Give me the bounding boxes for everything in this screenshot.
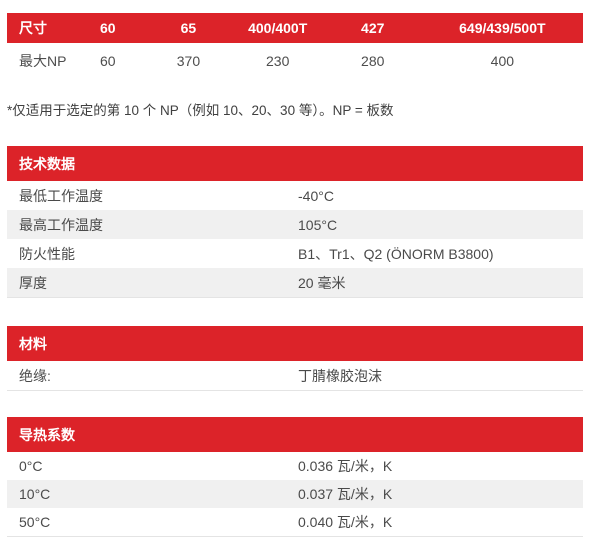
row-value: 丁腈橡胶泡沫 [298,367,382,384]
max-np-value-400: 230 [266,52,290,69]
row-value: -40°C [298,187,334,204]
row-label: 绝缘: [19,367,51,384]
section-header-thermal-conductivity: 导热系数 [7,417,583,452]
row-label: 最大NP [19,52,67,69]
spec-sheet: 尺寸 60 65 400/400T 427 649/439/500T 最大NP … [7,13,583,537]
kv-row-thickness: 厚度 20 毫米 [7,268,583,297]
thermal-conductivity-table: 0°C 0.036 瓦/米，K 10°C 0.037 瓦/米，K 50°C 0.… [7,452,583,537]
material-table: 绝缘: 丁腈橡胶泡沫 [7,361,583,391]
section-header-technical-data: 技术数据 [7,146,583,181]
size-table: 尺寸 60 65 400/400T 427 649/439/500T 最大NP … [7,13,583,78]
row-label: 厚度 [19,274,47,291]
size-table-header-size: 尺寸 [7,13,71,43]
kv-row-min-temp: 最低工作温度 -40°C [7,181,583,210]
row-value: 0.040 瓦/米，K [298,514,393,530]
size-table-row-max-np: 最大NP 60 370 230 280 400 [7,43,583,78]
size-table-header-row: 尺寸 60 65 400/400T 427 649/439/500T [7,13,583,43]
max-np-value-60: 60 [100,52,116,69]
row-value: B1、Tr1、Q2 (ÖNORM B3800) [298,245,494,262]
size-table-header-65: 65 [145,13,232,43]
technical-data-table: 最低工作温度 -40°C 最高工作温度 105°C 防火性能 B1、Tr1、Q2… [7,181,583,298]
row-label: 10°C [19,486,51,502]
row-label: 防火性能 [19,245,75,262]
size-table-header-60: 60 [70,13,146,43]
max-np-value-427: 280 [361,52,385,69]
kv-row-0c: 0°C 0.036 瓦/米，K [7,452,583,480]
row-label: 50°C [19,514,51,530]
size-table-header-649: 649/439/500T [421,13,583,43]
max-np-value-65: 370 [176,52,201,69]
kv-row-max-temp: 最高工作温度 105°C [7,210,583,239]
row-label: 最低工作温度 [19,187,103,204]
row-value: 0.036 瓦/米，K [298,458,393,474]
row-label: 0°C [19,458,43,474]
kv-row-50c: 50°C 0.040 瓦/米，K [7,508,583,536]
row-label: 最高工作温度 [19,216,103,233]
max-np-value-649: 400 [490,52,515,69]
kv-row-insulation: 绝缘: 丁腈橡胶泡沫 [7,361,583,390]
row-value: 20 毫米 [298,274,346,291]
kv-row-fire-rating: 防火性能 B1、Tr1、Q2 (ÖNORM B3800) [7,239,583,268]
row-value: 105°C [298,216,338,233]
kv-row-10c: 10°C 0.037 瓦/米，K [7,480,583,508]
row-value: 0.037 瓦/米，K [298,486,393,502]
size-table-header-427: 427 [323,13,422,43]
section-header-material: 材料 [7,326,583,361]
size-table-header-400: 400/400T [231,13,324,43]
np-footnote: *仅适用于选定的第 10 个 NP（例如 10、20、30 等）。NP = 板数 [7,103,394,118]
